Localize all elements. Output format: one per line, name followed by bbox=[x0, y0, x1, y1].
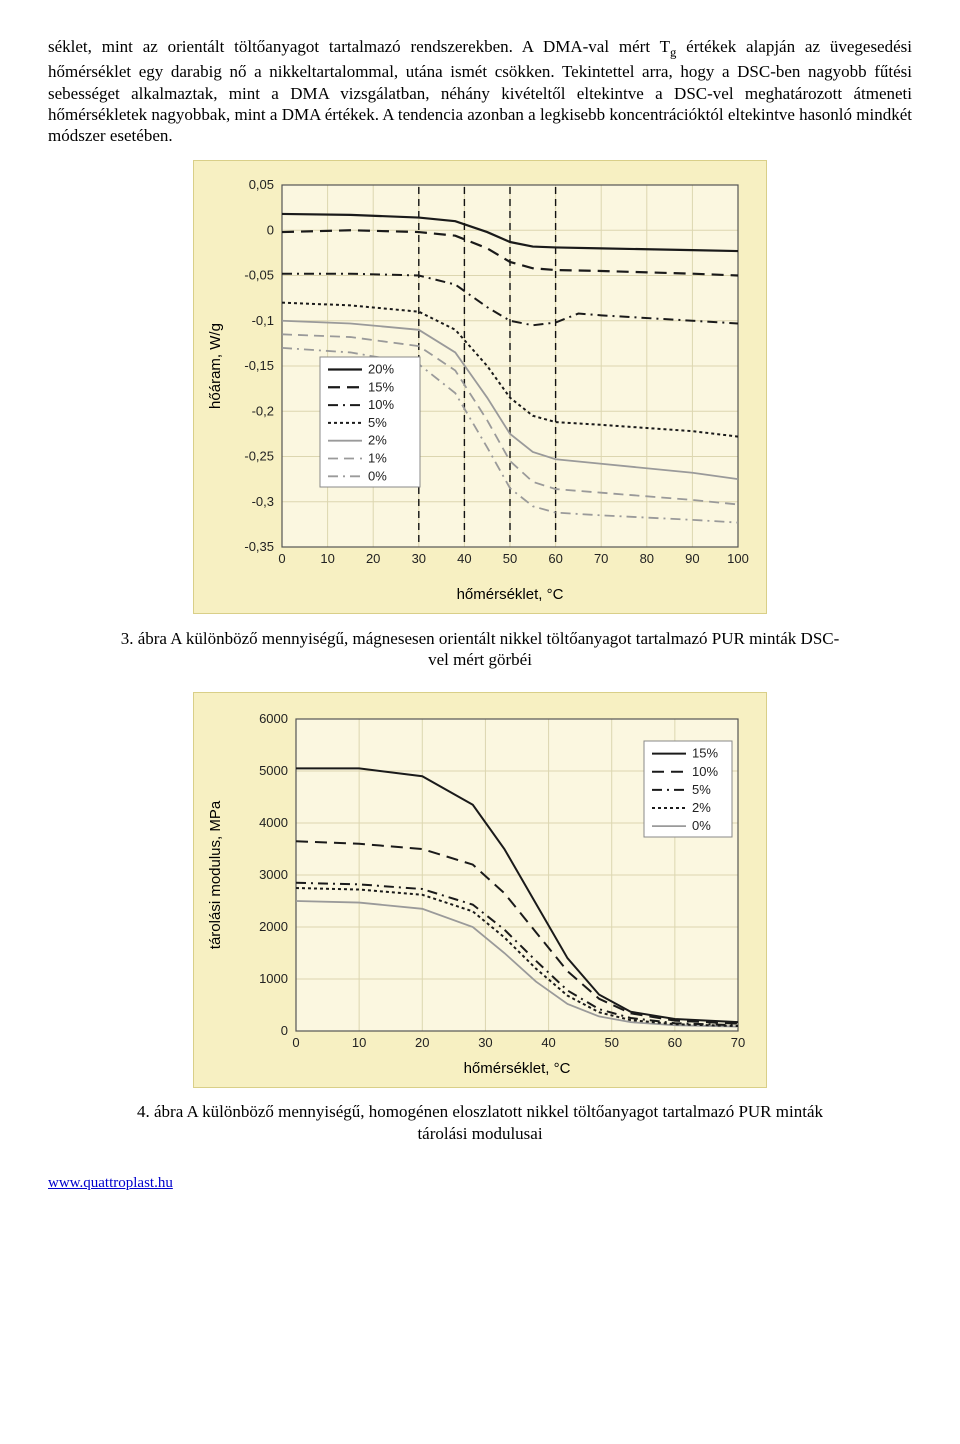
svg-text:10%: 10% bbox=[368, 397, 394, 412]
svg-text:50: 50 bbox=[604, 1035, 618, 1050]
modulus-chart: 0 10 20 30 40 50 60 70 0 1000 2000 3000 4000 5000 6000… bbox=[200, 699, 760, 1081]
svg-text:-0,2: -0,2 bbox=[252, 404, 274, 419]
svg-text:6000: 6000 bbox=[259, 711, 288, 726]
footer-link[interactable]: www.quattroplast.hu bbox=[48, 1174, 912, 1193]
svg-text:3000: 3000 bbox=[259, 867, 288, 882]
svg-text:40: 40 bbox=[457, 551, 471, 566]
svg-text:1%: 1% bbox=[368, 451, 387, 466]
svg-text:2%: 2% bbox=[368, 433, 387, 448]
svg-text:-0,05: -0,05 bbox=[244, 268, 274, 283]
svg-text:-0,25: -0,25 bbox=[244, 449, 274, 464]
svg-text:40: 40 bbox=[541, 1035, 555, 1050]
svg-text:10: 10 bbox=[352, 1035, 366, 1050]
body-paragraph: séklet, mint az orientált töltőanyagot t… bbox=[48, 36, 912, 146]
svg-text:15%: 15% bbox=[692, 746, 718, 761]
svg-text:5%: 5% bbox=[692, 782, 711, 797]
svg-text:0%: 0% bbox=[368, 469, 387, 484]
svg-text:30: 30 bbox=[478, 1035, 492, 1050]
svg-text:50: 50 bbox=[503, 551, 517, 566]
figure-4-frame: 0 10 20 30 40 50 60 70 0 1000 2000 3000 4000 5000 6000… bbox=[193, 692, 767, 1088]
svg-text:-0,1: -0,1 bbox=[252, 313, 274, 328]
svg-text:hőáram, W/g: hőáram, W/g bbox=[207, 323, 224, 409]
figure-4-caption: 4. ábra A különböző mennyiségű, homogéne… bbox=[120, 1101, 840, 1144]
svg-text:2%: 2% bbox=[692, 800, 711, 815]
svg-text:0: 0 bbox=[267, 223, 274, 238]
svg-text:100: 100 bbox=[727, 551, 749, 566]
svg-text:10%: 10% bbox=[692, 764, 718, 779]
svg-text:0: 0 bbox=[281, 1023, 288, 1038]
figure-4: 0 10 20 30 40 50 60 70 0 1000 2000 3000 4000 5000 6000… bbox=[48, 692, 912, 1093]
svg-text:20: 20 bbox=[415, 1035, 429, 1050]
svg-text:10: 10 bbox=[320, 551, 334, 566]
svg-text:0,05: 0,05 bbox=[249, 177, 274, 192]
figure-3-caption: 3. ábra A különböző mennyiségű, mágneses… bbox=[120, 628, 840, 671]
svg-text:60: 60 bbox=[548, 551, 562, 566]
svg-text:5%: 5% bbox=[368, 415, 387, 430]
svg-text:-0,35: -0,35 bbox=[244, 539, 274, 554]
svg-text:20: 20 bbox=[366, 551, 380, 566]
svg-text:60: 60 bbox=[668, 1035, 682, 1050]
dsc-chart: 0 10 20 30 40 50 60 70 80 90 100 0,05 0 -0,05 -0,1 -0,1… bbox=[200, 167, 760, 607]
svg-text:15%: 15% bbox=[368, 380, 394, 395]
svg-text:90: 90 bbox=[685, 551, 699, 566]
svg-text:-0,15: -0,15 bbox=[244, 358, 274, 373]
svg-text:70: 70 bbox=[731, 1035, 745, 1050]
svg-text:0: 0 bbox=[278, 551, 285, 566]
svg-text:70: 70 bbox=[594, 551, 608, 566]
svg-text:4000: 4000 bbox=[259, 815, 288, 830]
svg-text:80: 80 bbox=[640, 551, 654, 566]
svg-text:-0,3: -0,3 bbox=[252, 494, 274, 509]
svg-text:30: 30 bbox=[412, 551, 426, 566]
svg-text:hőmérséklet, °C: hőmérséklet, °C bbox=[464, 1060, 571, 1077]
svg-text:5000: 5000 bbox=[259, 763, 288, 778]
svg-text:1000: 1000 bbox=[259, 971, 288, 986]
svg-text:hőmérséklet, °C: hőmérséklet, °C bbox=[457, 586, 564, 603]
svg-text:0: 0 bbox=[292, 1035, 299, 1050]
figure-3-frame: 0 10 20 30 40 50 60 70 80 90 100 0,05 0 -0,05 -0,1 -0,1… bbox=[193, 160, 767, 614]
svg-text:tárolási modulus, MPa: tárolási modulus, MPa bbox=[207, 800, 224, 949]
svg-text:0%: 0% bbox=[692, 818, 711, 833]
svg-text:2000: 2000 bbox=[259, 919, 288, 934]
svg-text:20%: 20% bbox=[368, 362, 394, 377]
figure-3: 0 10 20 30 40 50 60 70 80 90 100 0,05 0 -0,05 -0,1 -0,1… bbox=[48, 160, 912, 619]
